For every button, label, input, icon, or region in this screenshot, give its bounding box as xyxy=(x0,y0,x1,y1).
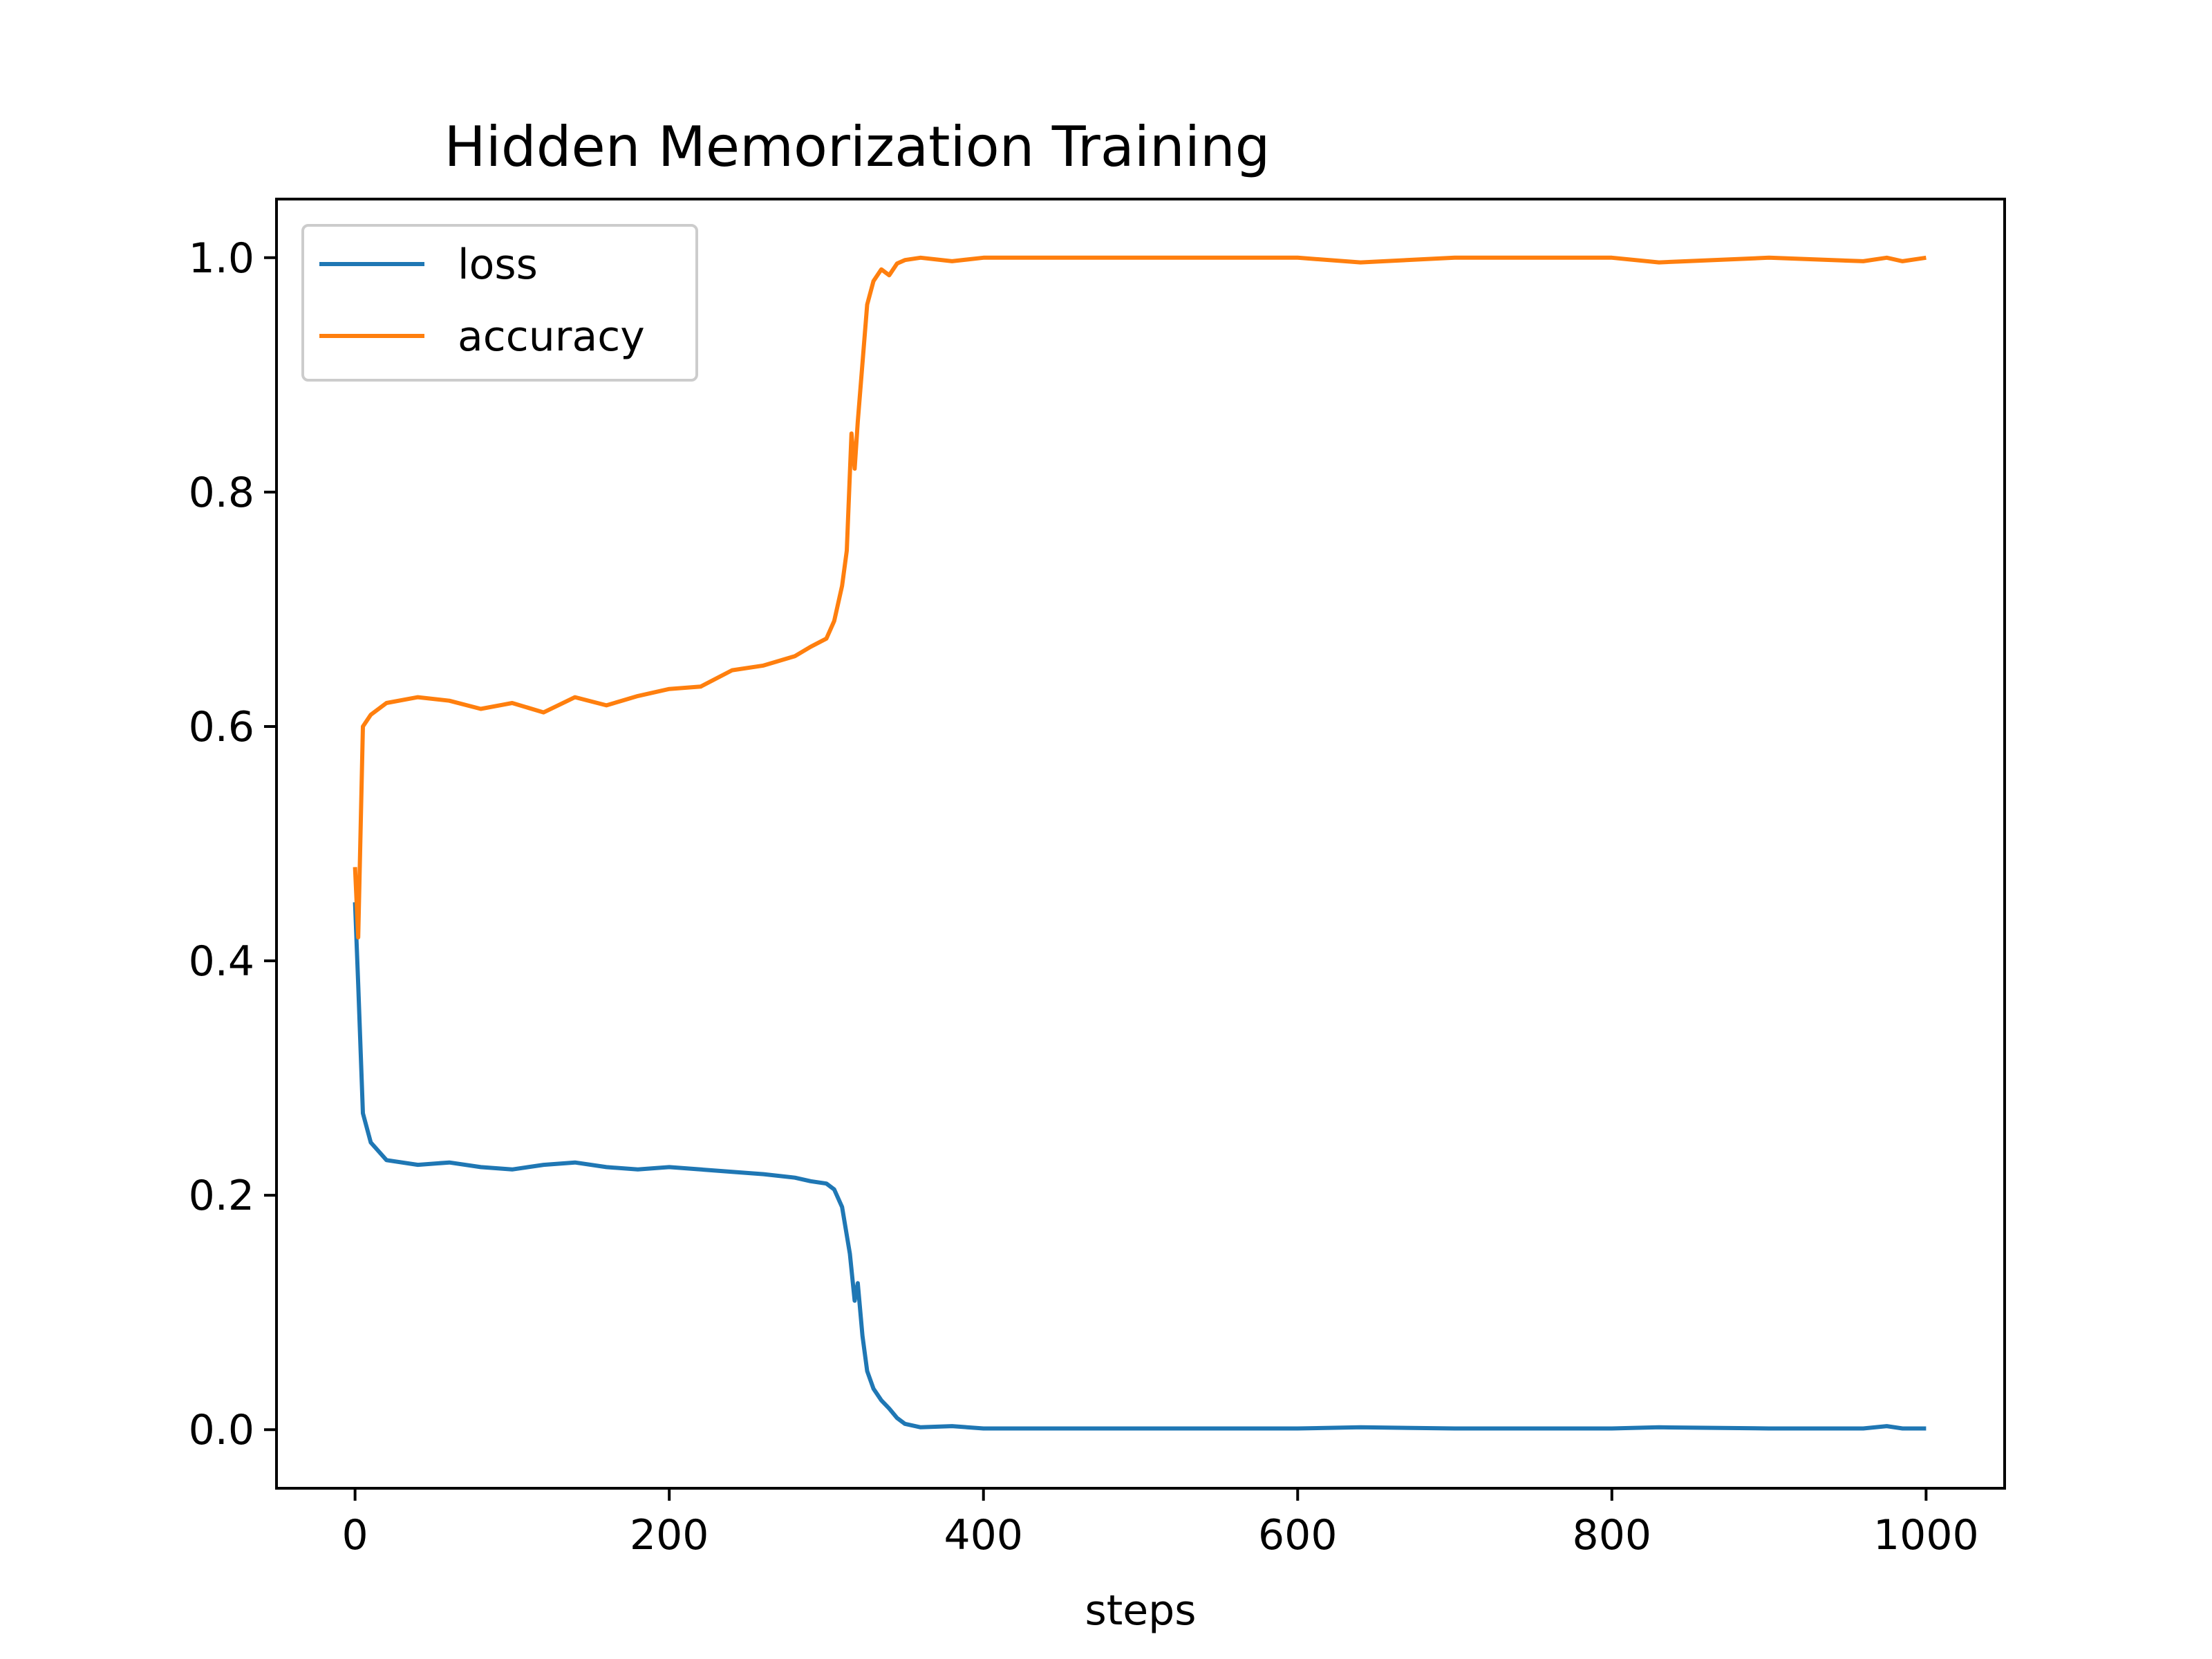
y-tick-label: 0.4 xyxy=(189,937,254,986)
x-tick-label: 600 xyxy=(1258,1511,1338,1559)
x-axis: 0 200 400 600 800 1000 xyxy=(342,1488,1979,1559)
x-tick-label: 1000 xyxy=(1873,1511,1979,1559)
y-axis: 0.0 0.2 0.4 0.6 0.8 1.0 xyxy=(189,234,276,1454)
legend-label-accuracy: accuracy xyxy=(458,312,645,361)
plot-frame xyxy=(275,198,2006,1490)
series-line-loss xyxy=(353,902,1927,1431)
legend-label-loss: loss xyxy=(458,241,538,289)
x-tick-label: 800 xyxy=(1573,1511,1652,1559)
series-line-accuracy xyxy=(353,255,1927,940)
y-tick-label: 0.8 xyxy=(189,469,254,517)
y-tick-label: 0.6 xyxy=(189,703,254,751)
x-axis-label: steps xyxy=(1085,1586,1196,1635)
x-tick-label: 400 xyxy=(944,1511,1023,1559)
y-tick-label: 0.2 xyxy=(189,1172,254,1220)
chart-title: Hidden Memorization Training xyxy=(444,115,1271,179)
x-tick-label: 200 xyxy=(630,1511,709,1559)
x-tick-label: 0 xyxy=(342,1511,368,1559)
legend: loss accuracy xyxy=(301,224,698,382)
y-tick-label: 1.0 xyxy=(189,234,254,283)
y-tick-label: 0.0 xyxy=(189,1406,254,1454)
series-layer xyxy=(353,255,1927,1431)
